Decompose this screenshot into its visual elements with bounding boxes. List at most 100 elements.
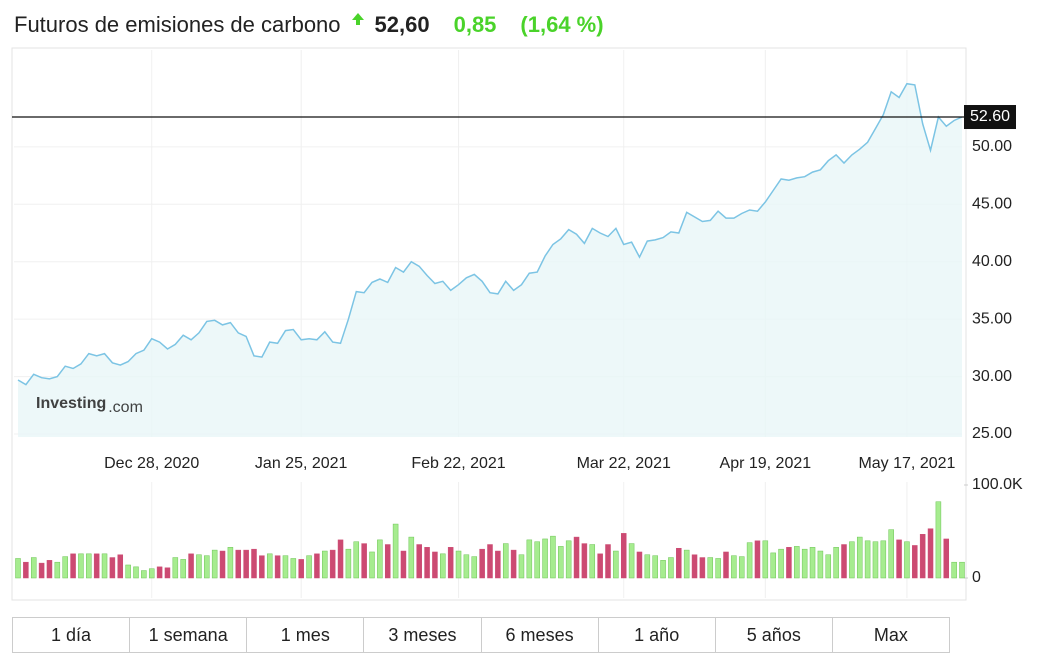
volume-bar	[141, 570, 147, 579]
volume-bar	[314, 553, 320, 579]
volume-bar	[227, 547, 234, 579]
current-price-box	[964, 105, 1016, 130]
volume-bar	[959, 561, 965, 579]
volume-bar	[447, 547, 454, 579]
volume-bar	[864, 540, 871, 579]
volume-bar	[526, 539, 533, 579]
price-line	[17, 82, 963, 386]
range-button[interactable]: Max	[873, 625, 908, 645]
volume-bar	[534, 541, 540, 579]
volume-bar	[329, 549, 336, 579]
volume-bar	[935, 501, 942, 579]
volume-bar	[235, 549, 242, 579]
volume-bar	[738, 556, 745, 579]
volume-bar	[849, 541, 855, 579]
volume-bar	[204, 555, 210, 579]
volume-bar	[880, 540, 887, 579]
volume-bar	[337, 539, 344, 579]
header: Futuros de emisiones de carbono 52,60 0,…	[14, 10, 604, 40]
volume-bar	[786, 547, 792, 579]
volume-bar	[109, 557, 116, 579]
volume-bar	[652, 555, 658, 579]
range-button[interactable]: 1 día	[13, 618, 131, 652]
range-button[interactable]: 1 mes	[247, 618, 365, 652]
volume-bar	[164, 567, 171, 579]
volume-bar	[833, 547, 839, 579]
volume-bar	[298, 559, 304, 579]
volume-bar	[644, 554, 651, 579]
volume-bar	[30, 557, 37, 579]
range-button[interactable]: 1 año	[599, 618, 716, 652]
volume-bar	[384, 544, 391, 579]
volume-bar	[581, 543, 588, 579]
volume-bar	[259, 555, 265, 579]
current-price-label: 52.60	[970, 108, 1010, 125]
volume-bar	[951, 561, 957, 579]
y-tick-label: 30.00	[972, 368, 1012, 385]
range-button[interactable]: 1 semana	[130, 618, 248, 652]
volume-bar	[778, 548, 784, 579]
volume-bar	[377, 539, 383, 579]
x-tick-label: Feb 22, 2021	[411, 455, 505, 472]
volume-bar	[408, 536, 415, 579]
range-selector: 1 día 1 semana 1 mes 3 meses 6 meses 1 año 5 a…	[12, 617, 950, 653]
volume-bar	[801, 548, 808, 579]
volume-bar	[636, 551, 643, 579]
volume-bar	[471, 556, 478, 579]
volume-bar	[731, 555, 737, 579]
volume-bar	[188, 553, 194, 579]
volume-bar	[927, 528, 934, 579]
volume-bar	[432, 551, 438, 579]
y-tick-label: 35.00	[972, 310, 1012, 327]
watermark-suffix: .com	[108, 399, 143, 416]
volume-bar	[180, 559, 186, 579]
volume-bar	[62, 556, 68, 579]
volume-bar	[628, 543, 635, 579]
volume-bar	[597, 553, 603, 579]
volume-bar	[78, 553, 84, 579]
volume-bar	[589, 544, 596, 579]
volume-bar	[620, 533, 627, 579]
volume-bar	[896, 539, 902, 579]
volume-bar	[707, 557, 714, 579]
volume-bar	[455, 550, 462, 579]
x-tick-label: Jan 25, 2021	[255, 455, 348, 472]
volume-bar	[54, 561, 61, 579]
volume-bar	[243, 549, 249, 579]
volume-bar	[274, 555, 281, 579]
volume-bar	[502, 543, 509, 579]
volume-bar	[101, 553, 108, 579]
x-tick-label: Dec 28, 2020	[104, 455, 199, 472]
volume-bar	[487, 544, 493, 579]
range-button[interactable]: 5 años	[716, 618, 833, 652]
y-tick-label: 0	[972, 569, 981, 586]
volume-bar	[290, 558, 297, 579]
volume-bar	[400, 550, 407, 579]
volume-bar	[770, 552, 776, 579]
volume-bar	[15, 558, 21, 579]
volume-bar	[148, 568, 155, 579]
volume-bar	[715, 558, 721, 579]
range-button[interactable]: 3 meses	[364, 618, 482, 652]
volume-bar	[369, 551, 375, 579]
volume-bar	[353, 541, 360, 579]
volume-bar	[825, 554, 832, 579]
volume-bar	[495, 550, 501, 579]
y-tick-label: 25.00	[972, 425, 1012, 442]
volume-bar	[888, 529, 894, 579]
volume-bar	[872, 541, 879, 579]
volume-bar	[723, 551, 729, 579]
volume-bar	[416, 544, 422, 579]
y-tick-label: 50.00	[972, 138, 1012, 155]
volume-bar	[361, 543, 367, 579]
volume-bar	[172, 557, 179, 579]
volume-bar	[683, 549, 690, 579]
volume-bar	[542, 538, 548, 579]
price: 52,60	[374, 12, 430, 37]
volume-bar	[699, 557, 706, 579]
range-button[interactable]: 6 meses	[482, 618, 599, 652]
volume-bar	[345, 548, 352, 579]
volume-bar	[817, 550, 824, 579]
volume-bar	[613, 550, 619, 579]
area	[18, 83, 962, 437]
